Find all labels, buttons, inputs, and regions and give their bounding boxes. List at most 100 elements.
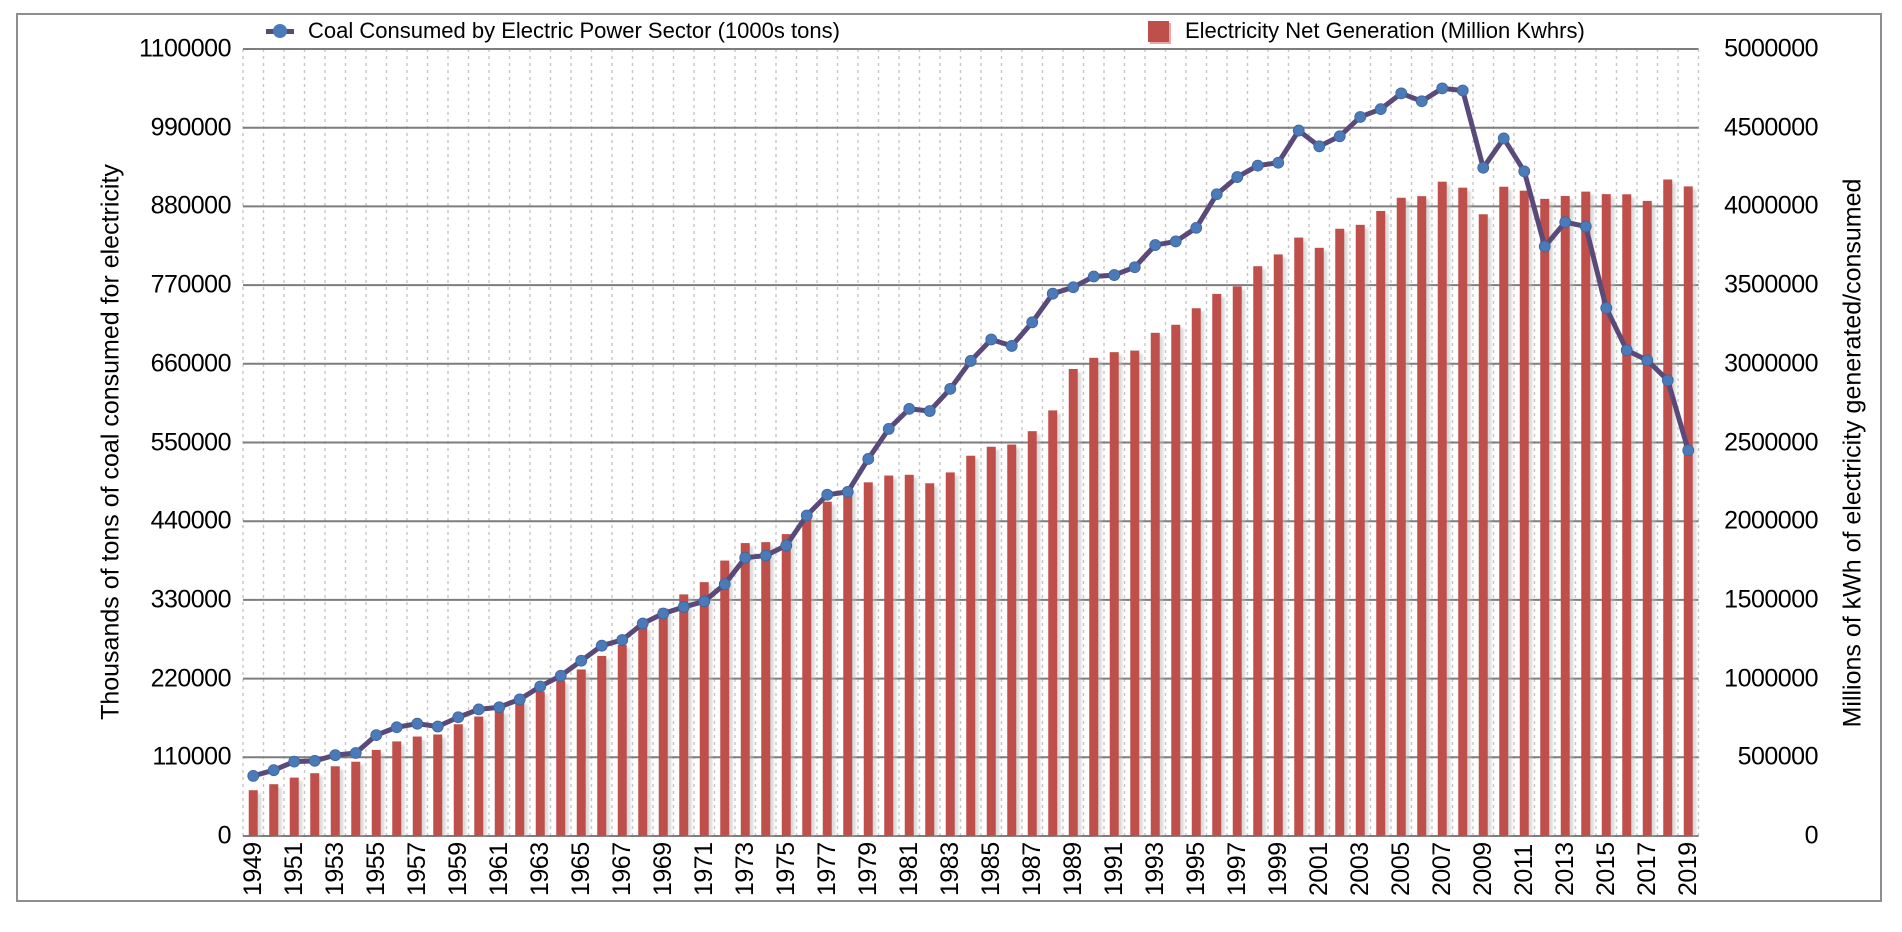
right-axis-tick-label: 500000	[1737, 742, 1819, 771]
x-axis-year-label: 1969	[649, 842, 678, 896]
coal-data-point-marker	[1415, 95, 1428, 108]
left-axis-tick-label: 0	[217, 821, 232, 850]
coal-data-point-marker	[821, 488, 834, 501]
coal-data-point-marker	[329, 749, 342, 762]
bar-generation	[371, 749, 381, 836]
x-axis-year-label: 2003	[1346, 842, 1375, 896]
bar-generation	[1335, 228, 1345, 836]
x-axis-year-label: 1973	[731, 842, 760, 896]
bar-generation	[1396, 197, 1406, 837]
bar-generation	[1253, 266, 1263, 836]
coal-data-point-marker	[1661, 374, 1674, 387]
coal-data-point-marker	[1682, 444, 1695, 457]
x-axis-year-label: 1983	[936, 842, 965, 896]
coal-data-point-marker	[534, 680, 547, 693]
x-axis-year-label: 2017	[1633, 842, 1662, 896]
coal-data-point-marker	[1456, 84, 1469, 97]
bar-generation	[1232, 286, 1242, 836]
bar-generation	[1007, 444, 1017, 836]
line-markers-coal	[247, 82, 1695, 782]
x-axis-year-label: 2009	[1469, 842, 1498, 896]
coal-data-point-marker	[1128, 261, 1141, 274]
left-axis-tick-label: 770000	[150, 270, 232, 299]
coal-data-point-marker	[841, 485, 854, 498]
legend-coal-circle-marker-icon	[273, 24, 287, 38]
coal-data-point-marker	[1251, 159, 1264, 172]
x-axis-year-label: 1959	[444, 842, 473, 896]
bar-generation	[1294, 237, 1304, 837]
coal-data-point-marker	[1046, 287, 1059, 300]
coal-data-point-marker	[554, 669, 567, 682]
coal-data-point-marker	[759, 549, 772, 562]
x-axis-year-label: 2011	[1510, 844, 1539, 896]
coal-data-point-marker	[1641, 354, 1654, 367]
bar-generation	[1027, 431, 1037, 836]
coal-data-point-marker	[1149, 239, 1162, 251]
x-axis-year-label: 2019	[1674, 842, 1703, 896]
bar-generation	[269, 784, 279, 836]
x-axis-year-label: 1989	[1059, 842, 1088, 896]
bar-generation	[904, 474, 914, 836]
bar-generation	[1642, 200, 1652, 837]
legend-item-generation[interactable]: Electricity Net Generation (Million Kwhr…	[1148, 16, 1585, 46]
coal-data-point-marker	[595, 639, 608, 652]
bars-series-generation	[248, 179, 1693, 837]
bar-generation	[1499, 186, 1509, 837]
bar-generation	[720, 560, 730, 836]
right-axis-tick-label: 4000000	[1724, 191, 1818, 220]
bar-generation	[576, 669, 586, 836]
x-axis-year-label: 1987	[1018, 842, 1047, 896]
x-axis-year-label: 1963	[526, 842, 555, 896]
coal-data-point-marker	[739, 551, 752, 564]
coal-data-point-marker	[1026, 316, 1039, 329]
coal-data-point-marker	[472, 703, 485, 716]
coal-data-point-marker	[1190, 221, 1203, 234]
coal-data-point-marker	[349, 747, 362, 759]
coal-data-point-marker	[1600, 302, 1613, 314]
bar-generation	[966, 455, 976, 836]
bar-generation	[1601, 194, 1611, 836]
bar-generation	[1191, 308, 1201, 836]
coal-data-point-marker	[657, 607, 670, 620]
x-axis-year-label: 1971	[690, 842, 719, 896]
bar-generation	[863, 482, 873, 836]
bar-generation	[781, 534, 791, 836]
bar-generation	[1519, 190, 1529, 836]
bar-generation	[1663, 179, 1673, 836]
bar-generation	[515, 700, 525, 836]
coal-data-point-marker	[1292, 124, 1305, 137]
bar-generation	[802, 515, 812, 836]
coal-data-point-marker	[1313, 140, 1326, 153]
coal-data-point-marker	[1436, 82, 1449, 95]
legend-item-coal[interactable]: Coal Consumed by Electric Power Sector (…	[266, 16, 840, 46]
x-axis-year-label: 1997	[1223, 842, 1252, 896]
coal-data-point-marker	[1231, 171, 1244, 183]
bar-generation	[1314, 247, 1324, 836]
left-axis-tick-label: 550000	[150, 428, 232, 456]
left-axis-tick-label: 1100000	[139, 34, 231, 63]
coal-data-point-marker	[288, 755, 301, 768]
legend-coal-line-marker-icon	[266, 24, 294, 38]
bar-generation	[1089, 357, 1099, 836]
coal-data-point-marker	[267, 764, 280, 777]
coal-data-point-marker	[1005, 340, 1018, 352]
coal-data-point-marker	[616, 634, 629, 646]
coal-data-point-marker	[862, 453, 875, 465]
x-axis-year-label: 1975	[772, 842, 801, 896]
bar-generation	[1622, 194, 1632, 836]
bar-generation	[392, 741, 402, 836]
left-axis-tick-labels: 0 110000 220000 330000 440000 550000 660000 770…	[0, 0, 232, 932]
coal-data-point-marker	[1374, 103, 1387, 115]
coal-data-point-marker	[800, 509, 813, 522]
coal-data-point-marker	[985, 333, 998, 346]
coal-data-point-marker	[1518, 165, 1531, 178]
bar-generation	[761, 542, 771, 836]
coal-data-point-marker	[718, 578, 731, 591]
right-axis-tick-label: 5000000	[1724, 34, 1818, 63]
bar-generation	[1355, 224, 1365, 836]
coal-data-point-marker	[1210, 188, 1223, 201]
right-axis-title: Millions of kWh of electricity generated…	[1838, 178, 1867, 728]
bar-generation	[351, 761, 361, 836]
coal-data-point-marker	[1497, 132, 1510, 145]
left-axis-tick-label: 330000	[150, 585, 232, 614]
